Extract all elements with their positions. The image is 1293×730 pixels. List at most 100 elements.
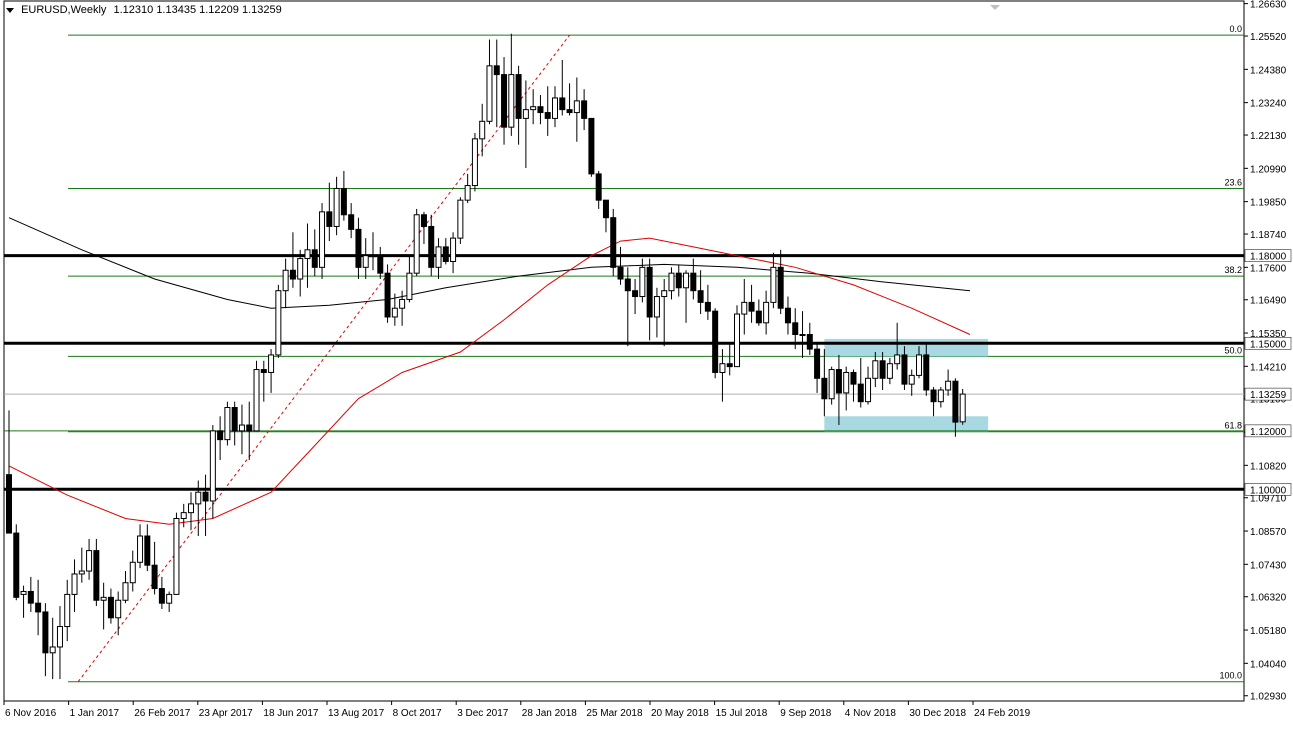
candle[interactable] — [894, 322, 901, 370]
candle[interactable] — [173, 512, 180, 595]
candle[interactable] — [726, 343, 733, 376]
candle[interactable] — [311, 229, 318, 277]
candle[interactable] — [493, 39, 500, 128]
candle[interactable] — [552, 86, 558, 128]
candle[interactable] — [653, 287, 660, 338]
candle[interactable] — [268, 349, 275, 393]
candle[interactable] — [20, 585, 27, 618]
candle[interactable] — [763, 290, 770, 335]
candle[interactable] — [188, 492, 194, 531]
candle[interactable] — [952, 378, 959, 437]
candle[interactable] — [27, 576, 34, 612]
candle[interactable] — [668, 267, 675, 300]
candle[interactable] — [595, 170, 602, 209]
candle[interactable] — [777, 249, 784, 315]
candle[interactable] — [515, 65, 522, 145]
support-zone[interactable] — [824, 416, 989, 432]
candle[interactable] — [675, 264, 682, 297]
candle[interactable] — [260, 360, 267, 402]
candle[interactable] — [333, 176, 340, 236]
candle[interactable] — [319, 203, 326, 280]
candle[interactable] — [945, 369, 952, 396]
candle[interactable] — [559, 59, 566, 116]
candle[interactable] — [107, 588, 114, 624]
candle[interactable] — [544, 86, 551, 136]
candle[interactable] — [471, 132, 478, 192]
candle[interactable] — [355, 217, 362, 280]
candle[interactable] — [195, 480, 202, 537]
candle[interactable] — [180, 503, 187, 528]
candle[interactable] — [522, 80, 529, 169]
candle[interactable] — [391, 293, 398, 326]
candle[interactable] — [253, 360, 260, 432]
candle[interactable] — [340, 170, 347, 221]
candle[interactable] — [617, 246, 624, 285]
candle[interactable] — [209, 425, 216, 519]
candle[interactable] — [683, 270, 690, 323]
candle[interactable] — [770, 252, 777, 309]
candle[interactable] — [923, 343, 930, 396]
candle[interactable] — [566, 83, 573, 116]
candle[interactable] — [814, 343, 821, 393]
candle[interactable] — [799, 311, 806, 358]
candle[interactable] — [137, 524, 144, 569]
candle[interactable] — [224, 401, 231, 446]
candle[interactable] — [821, 349, 828, 417]
candle[interactable] — [49, 617, 56, 680]
candle[interactable] — [486, 39, 493, 125]
candle[interactable] — [246, 401, 253, 461]
candle[interactable] — [217, 416, 224, 461]
candle[interactable] — [56, 606, 63, 680]
candle[interactable] — [610, 208, 617, 277]
candle[interactable] — [100, 582, 107, 630]
candle[interactable] — [646, 258, 653, 341]
candle[interactable] — [442, 238, 449, 265]
candle[interactable] — [872, 352, 879, 388]
candle[interactable] — [78, 547, 85, 583]
candle[interactable] — [289, 232, 296, 288]
candle[interactable] — [916, 346, 922, 379]
candle[interactable] — [428, 214, 435, 277]
candle[interactable] — [370, 232, 376, 271]
candle[interactable] — [784, 296, 791, 335]
candle[interactable] — [151, 541, 158, 595]
candle[interactable] — [326, 182, 333, 242]
candle[interactable] — [115, 591, 122, 636]
candle[interactable] — [202, 474, 209, 537]
candle[interactable] — [13, 524, 20, 601]
candle[interactable] — [6, 410, 12, 534]
candle[interactable] — [231, 401, 238, 446]
candle[interactable] — [690, 258, 697, 300]
candle[interactable] — [734, 305, 740, 368]
candle[interactable] — [282, 258, 289, 309]
candle[interactable] — [632, 279, 639, 315]
candle[interactable] — [238, 404, 245, 455]
candle[interactable] — [399, 290, 406, 326]
candle[interactable] — [865, 366, 872, 405]
candle[interactable] — [377, 246, 384, 280]
candle[interactable] — [457, 197, 464, 244]
resistance-zone[interactable] — [824, 338, 989, 357]
candle[interactable] — [879, 352, 886, 390]
candle[interactable] — [450, 232, 457, 274]
candle[interactable] — [857, 357, 864, 408]
candle[interactable] — [937, 387, 944, 408]
candle[interactable] — [129, 550, 136, 592]
candle[interactable] — [712, 308, 719, 379]
candle[interactable] — [64, 579, 71, 642]
candle[interactable] — [886, 357, 893, 385]
candle[interactable] — [435, 238, 442, 280]
candle[interactable] — [362, 238, 369, 280]
candle[interactable] — [828, 366, 835, 405]
candle[interactable] — [501, 57, 508, 145]
candle[interactable] — [420, 211, 427, 244]
candle[interactable] — [297, 249, 304, 297]
candle[interactable] — [42, 603, 49, 677]
candle[interactable] — [602, 199, 609, 233]
candle[interactable] — [792, 308, 799, 350]
candle[interactable] — [930, 387, 937, 417]
candle[interactable] — [479, 103, 486, 157]
candle[interactable] — [86, 538, 93, 580]
